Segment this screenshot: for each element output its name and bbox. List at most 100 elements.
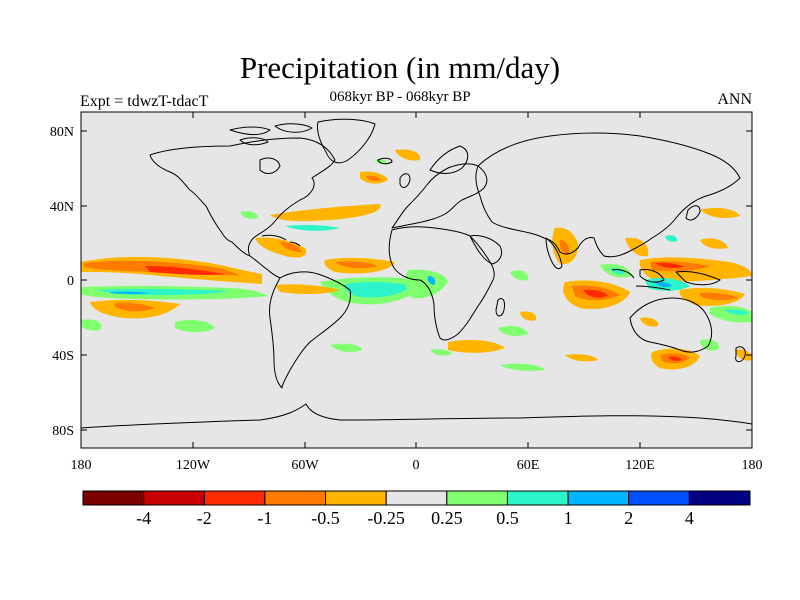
lon-axis: 180 120W 60W 0 60E 120E 180 <box>71 112 763 473</box>
anomaly-patch <box>270 204 381 222</box>
colorbar-swatch <box>143 490 205 506</box>
coastline-india <box>545 237 563 270</box>
coastline-arabia <box>469 235 503 265</box>
colorbar-label: 2 <box>624 508 633 528</box>
colorbar: -4 -2 -1 -0.5 -0.25 0.25 0.5 1 2 4 <box>82 490 751 528</box>
colorbar-label: -4 <box>136 508 151 528</box>
colorbar-label: -2 <box>197 508 212 528</box>
colorbar-label: -0.25 <box>367 508 405 528</box>
colorbar-swatch <box>446 490 508 506</box>
anomaly-patch <box>330 343 362 353</box>
anomaly-patch <box>405 269 448 299</box>
lat-tick-label: 80N <box>50 125 74 140</box>
coastline-hudson-bay <box>259 157 281 174</box>
colorbar-swatch <box>688 490 751 506</box>
map-panel <box>80 111 753 449</box>
coastline-new-zealand <box>735 346 746 363</box>
coastline-scandinavia <box>429 145 469 175</box>
anomaly-patch <box>583 289 608 298</box>
coastline-central-america <box>249 255 281 279</box>
colorbar-swatch <box>264 490 327 506</box>
coastline-greenland <box>317 118 376 164</box>
colorbar-label: 0.5 <box>496 508 519 528</box>
anomaly-patch <box>285 224 340 231</box>
lat-tick-label: 80S <box>52 424 74 439</box>
lat-tick-label: 40S <box>52 349 74 364</box>
colorbar-swatch <box>82 490 145 506</box>
lat-tick-label: 40N <box>50 200 74 215</box>
coastlines <box>81 118 752 429</box>
anomaly-patch <box>145 266 225 275</box>
anomaly-patch <box>665 235 678 242</box>
colorbar-label: 1 <box>564 508 573 528</box>
coastline-caribbean <box>261 234 301 247</box>
anomaly-patch <box>448 340 505 353</box>
coastline-asia <box>475 132 741 258</box>
colorbar-swatch <box>385 490 448 506</box>
lon-tick-label: 120W <box>176 458 211 473</box>
anomaly-patch <box>366 175 381 181</box>
colorbar-swatch <box>203 490 266 506</box>
anomaly-patch <box>640 317 659 327</box>
coastline-madagascar <box>495 297 505 317</box>
anomaly-patch <box>565 354 598 362</box>
anomaly-patch <box>700 292 738 301</box>
lat-axis: 80N 40N 0 40S 80S <box>50 125 752 439</box>
chart-title: Precipitation (in mm/day) <box>239 50 561 85</box>
anomaly-patch <box>559 240 570 255</box>
anomaly-patch <box>240 211 258 219</box>
lon-tick-label: 60W <box>291 458 319 473</box>
anomaly-patch <box>655 281 672 287</box>
coastline-antarctica <box>81 403 752 429</box>
coastline-indonesia <box>611 269 721 291</box>
anomaly-patch <box>110 291 150 295</box>
anomaly-patch <box>395 149 421 161</box>
anomaly-patch <box>275 284 340 295</box>
anomaly-patch <box>735 349 752 361</box>
colorbar-swatch <box>506 490 569 506</box>
colorbar-swatch <box>325 490 387 506</box>
anomaly-patch <box>700 208 740 218</box>
chart-subtitle: 068kyr BP - 068kyr BP <box>329 89 471 105</box>
experiment-label: Expt = tdwzT-tdacT <box>80 93 209 110</box>
coastline-australia <box>629 297 713 353</box>
anomaly-patch <box>710 305 752 323</box>
colorbar-label: -1 <box>257 508 272 528</box>
anomaly-patch <box>700 238 728 249</box>
lon-tick-label: 120E <box>625 458 655 473</box>
anomaly-patch <box>81 319 102 331</box>
anomaly-patch <box>510 270 529 281</box>
anomaly-patch <box>520 311 537 321</box>
coastline-africa <box>388 226 495 341</box>
colorbar-label: -0.5 <box>311 508 340 528</box>
precip-anomaly-fills <box>81 149 752 371</box>
coastline-britain <box>399 173 411 188</box>
coastline-japan <box>685 205 701 221</box>
anomaly-patch <box>655 262 684 268</box>
colorbar-swatch <box>567 490 630 506</box>
anomaly-patch <box>280 242 302 252</box>
anomaly-patch <box>175 320 215 333</box>
colorbar-swatch <box>628 490 690 506</box>
anomaly-patch <box>115 302 155 312</box>
coastline-south-america <box>269 271 351 389</box>
coastline-iceland <box>377 157 393 165</box>
coastline-europe <box>391 163 488 229</box>
lat-tick-label: 0 <box>67 274 74 289</box>
anomaly-patch <box>668 356 682 361</box>
season-label: ANN <box>717 91 752 108</box>
anomaly-patch <box>344 281 412 298</box>
colorbar-label: 4 <box>685 508 694 528</box>
anomaly-patch <box>335 261 378 269</box>
colorbar-label: 0.25 <box>431 508 463 528</box>
anomaly-patch <box>430 349 452 356</box>
anomaly-patch <box>725 309 750 315</box>
lon-tick-label: 180 <box>71 458 92 473</box>
lon-tick-label: 0 <box>413 458 420 473</box>
lon-tick-label: 180 <box>742 458 763 473</box>
coastline-canadian-archipelago <box>229 123 313 146</box>
anomaly-patch <box>498 326 528 336</box>
anomaly-patch <box>500 363 545 371</box>
lon-tick-label: 60E <box>517 458 540 473</box>
